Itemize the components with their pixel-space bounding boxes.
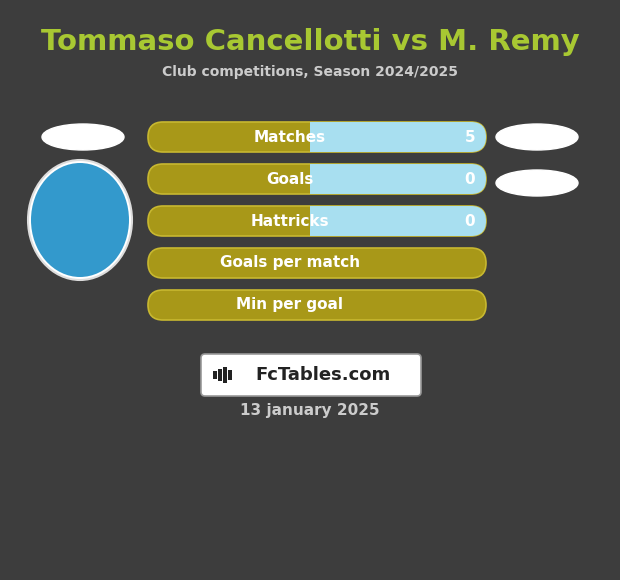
- Text: 5: 5: [464, 129, 476, 144]
- Text: 0: 0: [464, 172, 476, 187]
- Text: FcTables.com: FcTables.com: [255, 366, 391, 384]
- Text: Matches: Matches: [254, 129, 326, 144]
- Bar: [218, 369, 221, 381]
- FancyBboxPatch shape: [148, 206, 486, 236]
- Bar: [228, 370, 231, 380]
- Text: 0: 0: [464, 213, 476, 229]
- Ellipse shape: [496, 124, 578, 150]
- Text: Goals per match: Goals per match: [220, 256, 360, 270]
- FancyBboxPatch shape: [148, 164, 486, 194]
- Text: Min per goal: Min per goal: [236, 298, 343, 313]
- FancyBboxPatch shape: [310, 164, 486, 194]
- Ellipse shape: [31, 163, 129, 277]
- FancyBboxPatch shape: [201, 354, 421, 396]
- Text: 13 january 2025: 13 january 2025: [240, 403, 380, 418]
- Text: Club competitions, Season 2024/2025: Club competitions, Season 2024/2025: [162, 65, 458, 79]
- Ellipse shape: [28, 160, 132, 280]
- Text: Goals: Goals: [266, 172, 314, 187]
- Text: Tommaso Cancellotti vs M. Remy: Tommaso Cancellotti vs M. Remy: [41, 28, 579, 56]
- FancyBboxPatch shape: [148, 248, 486, 278]
- FancyBboxPatch shape: [310, 206, 486, 236]
- FancyBboxPatch shape: [310, 122, 486, 152]
- Bar: [310, 206, 326, 236]
- Ellipse shape: [496, 170, 578, 196]
- Bar: [310, 164, 326, 194]
- FancyBboxPatch shape: [148, 290, 486, 320]
- Bar: [223, 367, 226, 383]
- Bar: [310, 122, 326, 152]
- Bar: [213, 371, 216, 379]
- FancyBboxPatch shape: [148, 122, 486, 152]
- Text: Hattricks: Hattricks: [250, 213, 329, 229]
- Ellipse shape: [42, 124, 124, 150]
